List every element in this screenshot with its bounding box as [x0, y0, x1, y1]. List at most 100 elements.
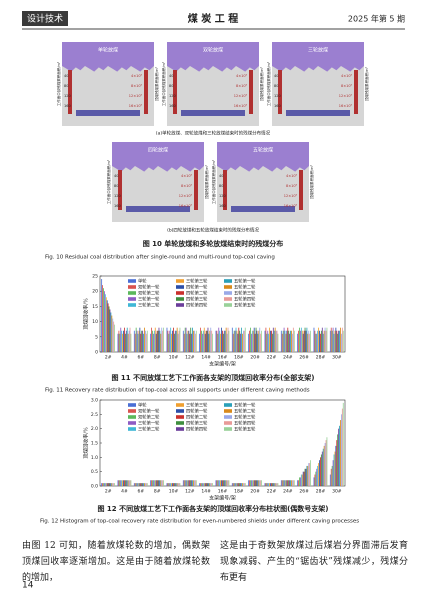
bar — [242, 483, 243, 486]
bar — [133, 330, 135, 352]
bar — [142, 330, 144, 352]
bar — [124, 333, 126, 352]
bar — [235, 327, 237, 352]
support-bar — [278, 70, 282, 114]
bar — [239, 330, 241, 352]
bar — [109, 309, 111, 352]
y-tick-label: 5 — [95, 334, 98, 340]
bar — [105, 483, 107, 486]
bar — [286, 480, 288, 486]
bar — [332, 460, 334, 486]
bar — [303, 330, 305, 352]
bar — [291, 480, 292, 486]
bar — [240, 333, 242, 352]
bar — [105, 297, 107, 352]
bar — [233, 330, 235, 352]
bar — [254, 480, 256, 486]
bar — [193, 330, 195, 352]
bar — [146, 330, 148, 352]
bar — [184, 327, 186, 352]
tick-label: 12×10⁵ — [284, 194, 298, 198]
axis-label: 工作面中部残煤累积面积/m² — [161, 61, 166, 106]
bar — [135, 483, 137, 486]
bar — [277, 483, 279, 486]
legend-label: 四轮第三轮 — [186, 420, 208, 427]
bar — [317, 465, 319, 486]
caption-en: Fig. 10 Residual coal distribution after… — [45, 255, 275, 261]
bar — [271, 330, 272, 352]
bar — [286, 330, 288, 352]
bar — [133, 483, 135, 486]
bar — [134, 333, 136, 352]
bar — [138, 330, 140, 352]
y-tick-label: 3.0 — [91, 398, 98, 404]
bar — [207, 483, 209, 486]
x-tick-label: 14# — [201, 355, 211, 361]
legend-label: 单轮 — [138, 402, 147, 409]
bar — [224, 480, 226, 486]
bar — [211, 483, 213, 486]
bar — [158, 327, 160, 352]
bar — [120, 327, 122, 352]
bar — [226, 480, 228, 486]
bar — [218, 327, 220, 352]
bar — [219, 330, 221, 352]
y-tick-label: 20 — [92, 289, 98, 295]
bar — [201, 483, 202, 486]
bar — [123, 330, 124, 352]
tick-label: 160 — [169, 104, 176, 108]
x-tick-label: 18# — [234, 489, 244, 495]
bar — [275, 483, 277, 486]
bar — [106, 483, 108, 486]
bar — [240, 483, 242, 486]
bar — [326, 437, 328, 486]
bar — [178, 330, 180, 352]
bar — [176, 483, 178, 486]
bar — [159, 330, 161, 352]
legend-swatch — [176, 297, 184, 301]
bar — [283, 327, 285, 352]
tick-label: 4×10⁵ — [341, 74, 353, 78]
floor — [76, 110, 140, 116]
bar — [270, 483, 271, 486]
bar — [103, 483, 104, 486]
legend-label: 双轮第二轮 — [138, 414, 160, 421]
bar — [127, 333, 129, 352]
x-tick-label: 30# — [332, 489, 342, 495]
bar — [293, 330, 295, 352]
bar — [249, 330, 250, 352]
bar — [152, 330, 153, 352]
bar — [234, 483, 236, 486]
bar — [242, 333, 243, 352]
axis-label: 工作面中部残煤累积面积/m² — [56, 61, 61, 106]
bar — [192, 480, 193, 486]
bar — [166, 483, 168, 486]
bar — [332, 327, 334, 352]
bar — [113, 321, 115, 352]
bar — [282, 330, 284, 352]
page-number: 14 — [22, 581, 34, 591]
bar — [168, 483, 170, 486]
bar — [183, 480, 185, 486]
x-tick-label: 10# — [169, 489, 179, 495]
bar — [313, 477, 315, 486]
bar — [151, 327, 152, 352]
bar — [252, 330, 254, 352]
bar — [215, 480, 217, 486]
bar — [118, 330, 120, 352]
bar — [216, 480, 218, 486]
bar — [237, 333, 239, 352]
bar — [140, 333, 142, 352]
legend-label: 五轮第三轮 — [234, 414, 256, 421]
legend-label: 双轮第一轮 — [138, 284, 160, 291]
tick-label: 4×10⁵ — [236, 74, 248, 78]
bar — [330, 468, 332, 486]
y-tick-label: 10 — [92, 319, 98, 325]
bar — [284, 480, 286, 486]
bar — [242, 483, 244, 486]
bar — [324, 327, 326, 352]
legend-swatch — [224, 291, 232, 295]
bar — [251, 480, 253, 486]
bar — [256, 330, 258, 352]
